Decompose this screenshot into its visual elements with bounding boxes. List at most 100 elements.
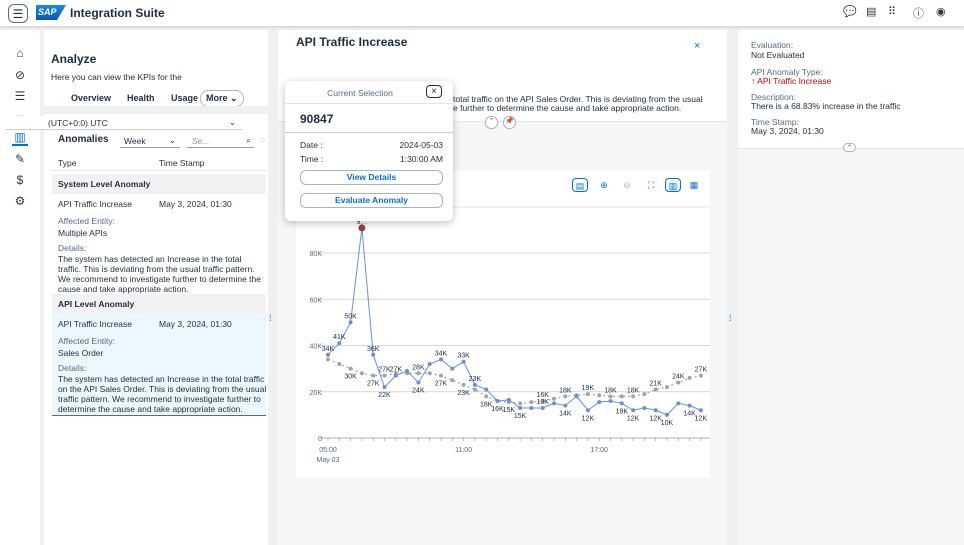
anomaly-type: API Traffic Increase: [58, 319, 133, 329]
chart-view-icon[interactable]: ▥: [665, 178, 681, 192]
actual-point: [348, 320, 353, 325]
legend-toggle-icon[interactable]: ▤: [572, 178, 588, 192]
expected-data-label: 18K: [559, 387, 572, 394]
divider: [285, 132, 453, 133]
expected-data-label: 19K: [582, 385, 595, 392]
user-icon[interactable]: ◉: [936, 6, 946, 18]
expected-point: [540, 399, 545, 403]
collapse-button[interactable]: ⌃: [843, 143, 856, 152]
divider: [44, 106, 268, 114]
product-switch-icon[interactable]: ⠿: [888, 6, 897, 18]
actual-point: [574, 394, 579, 399]
help-icon[interactable]: ⓘ: [913, 8, 924, 20]
anomaly-time: May 3, 2024, 01:30: [159, 319, 232, 329]
currency-icon[interactable]: $: [16, 173, 24, 187]
pin-icon[interactable]: 📌: [503, 116, 516, 129]
actual-data-label: 9…: [356, 219, 367, 226]
actual-point: [393, 373, 398, 378]
time-value: 1:30:00 AM: [399, 154, 443, 164]
expected-point: [676, 380, 681, 385]
analytics-icon[interactable]: ▥: [12, 130, 28, 146]
tab-usage[interactable]: Usage: [171, 93, 199, 103]
fullscreen-icon[interactable]: ⛶: [647, 180, 655, 190]
timezone-select[interactable]: (UTC+0:0) UTC ⌄: [6, 116, 242, 130]
actual-point: [631, 408, 636, 413]
selection-popover: Current Selection × 90847 Date : 2024-05…: [285, 81, 453, 221]
table-row[interactable]: API Traffic Increase May 3, 2024, 01:30 …: [52, 194, 266, 294]
details-label: Details:: [58, 363, 87, 373]
y-tick-label: 60K: [310, 297, 323, 304]
arrow-up-icon: ↑: [751, 76, 758, 86]
expected-data-label: 23K: [457, 390, 470, 397]
splitter-handle[interactable]: ⁞: [269, 313, 272, 323]
period-value: Week: [124, 136, 146, 146]
actual-point: [608, 399, 613, 403]
expected-data-label: 18K: [627, 387, 640, 394]
close-icon[interactable]: ×: [694, 40, 701, 52]
search-input[interactable]: Se... ⌕: [187, 134, 254, 148]
actual-data-label: 27K: [390, 367, 403, 374]
expected-point: [518, 401, 523, 406]
actual-data-label: 34K: [322, 346, 335, 353]
evaluate-anomaly-button[interactable]: Evaluate Anomaly: [300, 193, 443, 208]
expected-point: [427, 371, 432, 376]
description-value: There is a 68.83% increase in the traffi…: [751, 101, 901, 111]
sap-logo: SAP: [36, 5, 66, 20]
actual-point: [619, 401, 624, 406]
anomaly-time: May 3, 2024, 01:30: [159, 199, 232, 209]
expected-point: [563, 394, 568, 399]
period-select[interactable]: Week ⌄: [120, 134, 180, 148]
expected-point: [439, 373, 443, 378]
expected-data-label: 16K: [536, 392, 549, 399]
table-row-selected[interactable]: API Traffic Increase May 3, 2024, 01:30 …: [52, 314, 266, 416]
entity-label: Affected Entity:: [58, 336, 116, 346]
actual-point: [642, 405, 647, 410]
expected-data-label: 18K: [480, 401, 493, 408]
actual-point: [687, 403, 692, 408]
view-details-button[interactable]: View Details: [300, 170, 443, 185]
table-header: Type Time Stamp: [52, 153, 266, 171]
actual-point: [337, 341, 342, 346]
timestamp-value: May 3, 2024, 01:30: [751, 126, 824, 136]
zoom-in-icon[interactable]: ⊕: [600, 180, 608, 190]
expected-point: [348, 366, 353, 371]
traffic-chart[interactable]: 0 20K 40K 60K 80K 05:00 May 03 11:00 17:00 30K 27K…: [296, 195, 710, 475]
gears-icon[interactable]: ⚙: [14, 194, 26, 208]
close-popover-button[interactable]: ×: [426, 85, 442, 98]
actual-data-label: 13K: [536, 399, 549, 406]
expected-point: [416, 371, 421, 376]
home-icon[interactable]: ⌂: [16, 46, 24, 60]
zoom-out-icon[interactable]: ⊖: [623, 180, 631, 190]
timestamp-label: Time Stamp:: [751, 117, 799, 127]
expected-point: [371, 373, 376, 378]
expected-point: [698, 373, 703, 378]
splitter-handle[interactable]: ⁞: [729, 313, 732, 323]
expected-data-label: 30K: [344, 374, 357, 381]
actual-data-label: 34K: [435, 350, 448, 357]
collapse-header-button[interactable]: ⌃: [485, 116, 498, 129]
feedback-icon[interactable]: 💬: [843, 6, 857, 18]
expected-data-label: 27K: [695, 367, 708, 374]
expected-point: [665, 385, 669, 390]
actual-point: [585, 408, 590, 413]
tab-overview[interactable]: Overview: [71, 93, 112, 103]
x-tick-label: 17:00: [590, 447, 608, 454]
tab-health[interactable]: Health: [127, 93, 155, 103]
notifications-icon[interactable]: ▤: [866, 6, 877, 18]
pen-icon[interactable]: ✎: [14, 152, 26, 166]
refresh-icon[interactable]: ◌: [260, 135, 266, 145]
y-tick-label: 0: [318, 436, 322, 443]
page-subtitle: Here you can view the KPIs for the: [51, 72, 182, 82]
actual-point: [540, 405, 545, 410]
panel-body: [738, 148, 964, 545]
tab-more[interactable]: More ⌄: [200, 90, 244, 107]
checklist-icon[interactable]: ☰: [14, 89, 26, 103]
page-title: Analyze: [51, 52, 97, 66]
menu-button[interactable]: ☰: [8, 4, 28, 23]
actual-data-label: 36K: [367, 346, 380, 353]
compass-icon[interactable]: ⊘: [14, 68, 26, 82]
actual-data-label: 50K: [344, 313, 357, 320]
expected-point: [597, 393, 602, 398]
actual-point: [518, 405, 523, 410]
table-view-icon[interactable]: ▦: [689, 180, 699, 190]
